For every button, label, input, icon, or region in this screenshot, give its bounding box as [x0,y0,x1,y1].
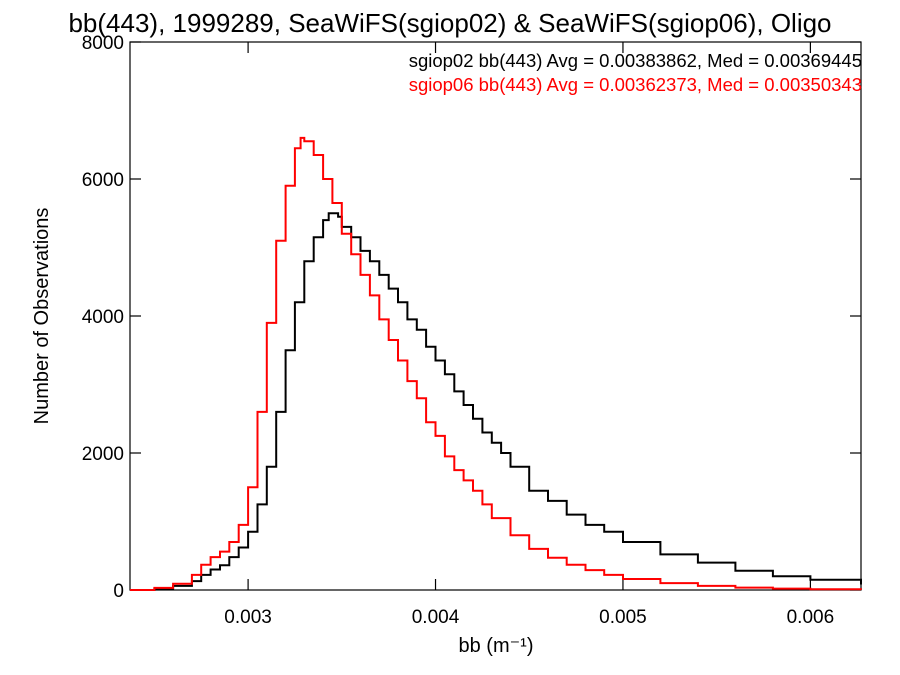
x-axis-label: bb (m⁻¹) [459,635,534,657]
series-line-1 [130,212,862,591]
y-tick-label: 0 [113,581,124,602]
y-tick-label: 8000 [82,33,124,54]
x-tick-label: 0.004 [412,607,460,628]
x-tick-label: 0.005 [599,607,647,628]
x-tick-label: 0.006 [787,607,835,628]
series-line-2 [130,136,862,591]
axis-ticks: 0.003 0.004 0.005 0.006 0 2000 4000 6000 8000 [82,33,861,628]
legend-entry-2: sgiop06 bb(443) Avg = 0.00362373, Med = … [409,74,862,95]
y-tick-label: 4000 [82,307,124,328]
chart-title: bb(443), 1999289, SeaWiFS(sgiop02) & Sea… [68,8,831,38]
legend: sgiop02 bb(443) Avg = 0.00383862, Med = … [409,50,862,95]
series-group [130,136,862,591]
y-tick-label: 6000 [82,170,124,191]
legend-entry-1: sgiop02 bb(443) Avg = 0.00383862, Med = … [409,50,862,71]
x-tick-label: 0.003 [224,607,272,628]
y-tick-label: 2000 [82,444,124,465]
y-axis-label: Number of Observations [31,208,53,425]
plot-frame [129,41,862,591]
